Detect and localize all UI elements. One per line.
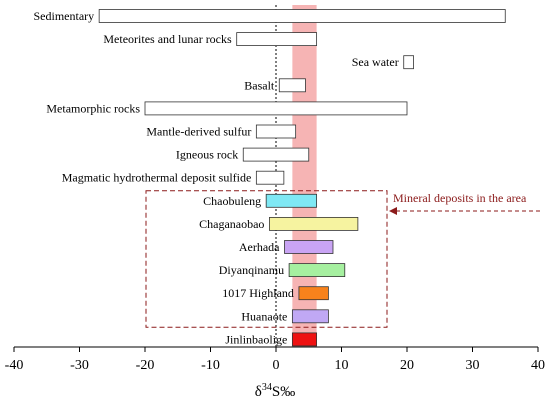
bar-label: Diyanqinamu [219,263,284,277]
x-tick-label: 30 [466,358,480,373]
bar-label: Sea water [352,55,399,69]
bar-igneous-rock [242,147,310,162]
bar-chaganaobao [269,216,359,231]
bar-label: Meteorites and lunar rocks [103,32,232,46]
bar-label: Chaobuleng [203,194,261,208]
bar-label: Metamorphic rocks [46,101,140,115]
bar-label: Aerhada [239,240,280,254]
bar-basalt [278,78,306,93]
bar-label: 1017 Highland [222,286,294,300]
x-tick-label: -40 [5,358,24,373]
annotation-arrow-head [389,207,397,215]
bar-sea-water [403,55,414,70]
bar-label: Sedimentary [33,9,94,23]
annotation-label: Mineral deposits in the area [393,191,527,205]
mineral-deposits-box-layer [145,190,540,328]
axis-layer: -40 -30 -20 -10 0 10 20 30 40 [5,346,545,373]
bar-huanaote [291,309,329,324]
x-tick-label: -20 [136,358,155,373]
x-axis-label-tail: S‰ [272,384,295,400]
x-axis-label-main: δ [255,384,262,400]
x-tick-label: 0 [273,358,280,373]
bar-label: Jinlinbaolige [225,332,287,346]
x-axis-label-sup: 34 [262,382,272,393]
x-tick-label: 10 [335,358,349,373]
bar-aerhada [284,240,334,254]
bar-labels-layer: Sedimentary Meteorites and lunar rocks Sea… [33,9,398,346]
bar-1017-highland [298,286,329,301]
x-tick-label: 20 [400,358,414,373]
bar-chaobuleng [265,193,318,208]
x-tick-label: -30 [70,358,89,373]
x-tick-label: -10 [201,358,220,373]
bar-label: Chaganaobao [199,217,264,231]
bar-label: Huanaote [241,309,287,323]
bar-label: Basalt [244,78,275,92]
x-tick-label: 40 [531,358,545,373]
bar-jinlinbaolige [291,332,318,347]
bar-sedimentary [98,9,506,23]
x-axis-label: δ34S‰ [255,382,295,400]
bar-magmatic-hydrothermal-deposit-sulfide [255,170,285,185]
bar-label: Magmatic hydrothermal deposit sulfide [62,171,252,185]
bar-diyanqinamu [288,263,346,278]
bar-label: Mantle-derived sulfur [146,125,251,139]
bars-layer [98,9,506,347]
mineral-deposits-box [145,190,388,328]
bar-meteorites-and-lunar-rocks [236,32,318,46]
bar-mantle-derived-sulfur [255,124,297,139]
bar-label: Igneous rock [176,148,238,162]
bar-metamorphic-rocks [144,101,408,116]
